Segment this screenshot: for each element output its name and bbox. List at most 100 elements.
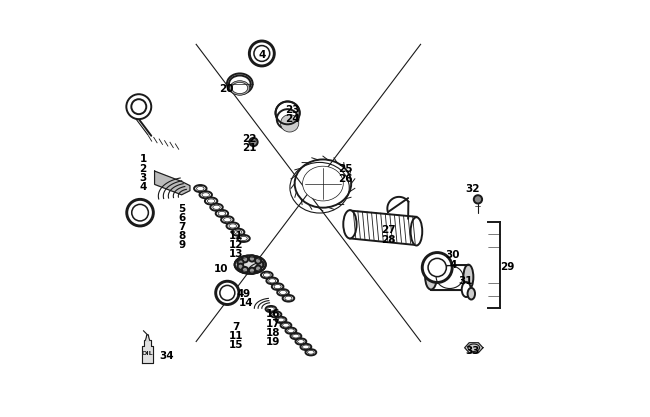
Text: 21: 21 (242, 143, 257, 153)
Ellipse shape (281, 115, 299, 132)
Circle shape (127, 199, 153, 226)
Ellipse shape (285, 296, 292, 300)
Ellipse shape (302, 345, 309, 349)
Ellipse shape (276, 101, 300, 124)
Ellipse shape (196, 186, 204, 191)
Text: 28: 28 (381, 235, 395, 245)
Ellipse shape (285, 328, 296, 334)
Text: 23: 23 (285, 105, 300, 115)
Ellipse shape (266, 277, 278, 284)
Text: 9: 9 (178, 240, 185, 250)
Circle shape (254, 45, 270, 61)
Text: OIL: OIL (142, 352, 153, 357)
Ellipse shape (307, 350, 314, 354)
Text: 14: 14 (239, 298, 254, 308)
Ellipse shape (270, 311, 281, 318)
Text: 27: 27 (381, 225, 395, 235)
Text: 7: 7 (178, 222, 185, 232)
Text: 31: 31 (458, 276, 473, 286)
Circle shape (237, 259, 244, 266)
Ellipse shape (221, 216, 233, 223)
Circle shape (220, 285, 235, 300)
Text: 18: 18 (266, 328, 280, 338)
Ellipse shape (232, 83, 248, 93)
Polygon shape (465, 343, 483, 353)
Circle shape (250, 138, 257, 146)
Ellipse shape (200, 191, 212, 198)
Ellipse shape (292, 334, 299, 338)
Text: 7: 7 (232, 322, 239, 332)
Ellipse shape (278, 318, 284, 322)
Ellipse shape (467, 288, 475, 299)
Ellipse shape (343, 210, 357, 239)
Polygon shape (142, 340, 153, 363)
Circle shape (131, 99, 146, 114)
Ellipse shape (229, 75, 251, 92)
Ellipse shape (226, 222, 239, 229)
Ellipse shape (237, 235, 250, 242)
Circle shape (237, 264, 244, 270)
Ellipse shape (263, 273, 270, 277)
Ellipse shape (227, 73, 253, 94)
Ellipse shape (306, 349, 317, 355)
Text: 33: 33 (465, 346, 480, 356)
Text: 19: 19 (266, 337, 280, 347)
Text: 16: 16 (266, 309, 280, 319)
Text: 30: 30 (446, 250, 460, 260)
Ellipse shape (425, 265, 437, 289)
Ellipse shape (291, 333, 302, 339)
Text: 13: 13 (228, 249, 243, 259)
Ellipse shape (287, 329, 294, 333)
Text: 9: 9 (242, 289, 250, 299)
Ellipse shape (277, 289, 289, 296)
Circle shape (216, 281, 239, 304)
Text: 26: 26 (338, 173, 352, 183)
Ellipse shape (276, 317, 287, 323)
Circle shape (126, 94, 151, 119)
Ellipse shape (268, 307, 274, 311)
Text: 15: 15 (228, 340, 243, 350)
Text: 32: 32 (465, 183, 480, 193)
Ellipse shape (202, 193, 209, 197)
Text: 2: 2 (139, 163, 147, 173)
Text: 20: 20 (219, 84, 233, 94)
Ellipse shape (280, 290, 287, 294)
Circle shape (257, 261, 264, 268)
Circle shape (255, 257, 261, 264)
Circle shape (249, 255, 255, 261)
Text: 29: 29 (500, 262, 514, 272)
Text: 17: 17 (266, 319, 280, 329)
Text: 12: 12 (228, 240, 243, 250)
Ellipse shape (302, 166, 343, 201)
Polygon shape (155, 171, 190, 195)
Ellipse shape (268, 279, 276, 283)
Ellipse shape (274, 284, 281, 289)
Ellipse shape (205, 198, 217, 205)
Circle shape (242, 256, 248, 262)
Text: 4: 4 (139, 182, 147, 192)
Ellipse shape (298, 339, 304, 343)
Text: 11: 11 (228, 231, 243, 241)
Ellipse shape (230, 81, 250, 95)
Ellipse shape (411, 217, 422, 246)
Ellipse shape (224, 218, 231, 222)
Text: 4: 4 (236, 289, 244, 299)
Circle shape (242, 267, 248, 273)
Polygon shape (146, 335, 150, 340)
Ellipse shape (229, 224, 237, 228)
Ellipse shape (272, 283, 283, 290)
Ellipse shape (296, 338, 306, 344)
Circle shape (249, 268, 255, 274)
Ellipse shape (463, 265, 473, 289)
Circle shape (250, 41, 274, 66)
Ellipse shape (266, 306, 276, 312)
Ellipse shape (232, 229, 244, 236)
Circle shape (422, 253, 452, 282)
Ellipse shape (211, 204, 223, 211)
Ellipse shape (462, 282, 471, 297)
Text: 25: 25 (338, 164, 352, 174)
Ellipse shape (235, 230, 242, 234)
Ellipse shape (235, 256, 266, 274)
Text: 8: 8 (178, 231, 185, 241)
Ellipse shape (261, 271, 272, 278)
